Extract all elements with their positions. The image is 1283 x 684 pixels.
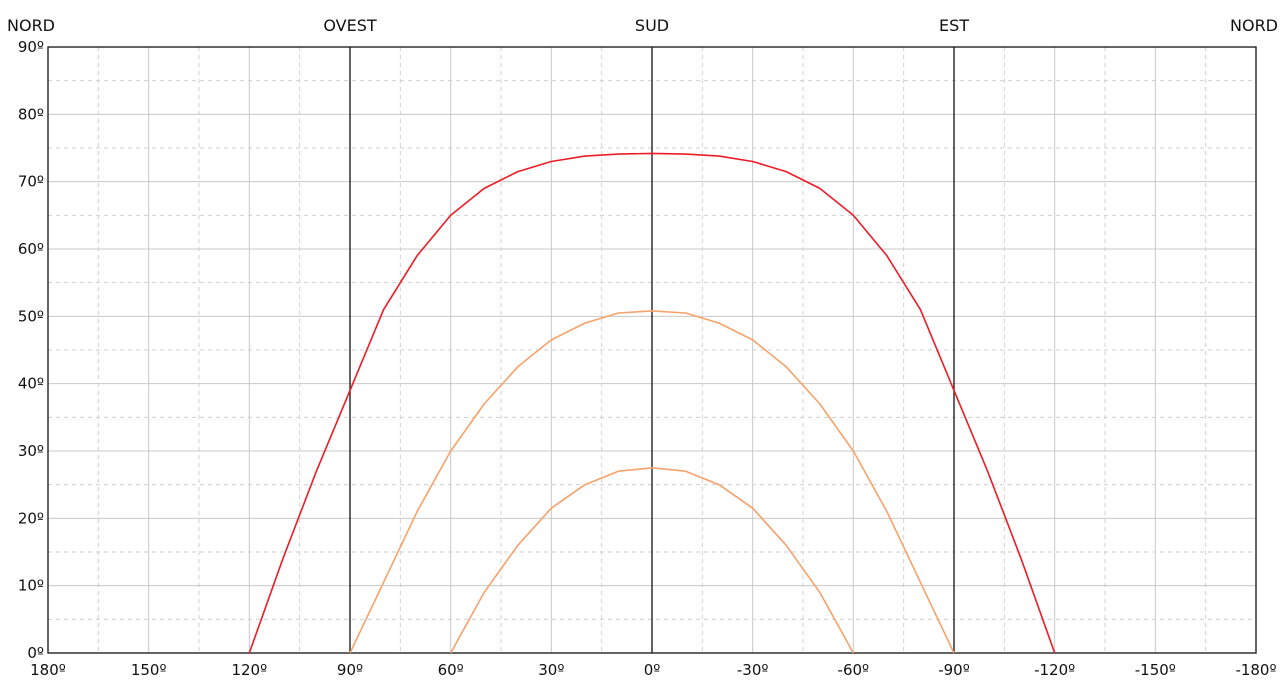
direction-label: OVEST (323, 16, 377, 35)
y-tick-label: 80º (18, 105, 44, 123)
series (248, 152, 1056, 654)
y-tick-label: 20º (18, 509, 44, 527)
y-tick-label: 90º (18, 38, 44, 56)
y-tick-label: 0º (27, 644, 44, 662)
x-tick-label: 30º (538, 661, 564, 679)
x-tick-label: 150º (131, 661, 167, 679)
direction-label: SUD (635, 16, 669, 35)
x-tick-label: -60º (838, 661, 870, 679)
direction-label: NORD (7, 16, 55, 35)
x-tick-label: 0º (644, 661, 661, 679)
y-tick-label: 40º (18, 375, 44, 393)
sun-path-curve (248, 152, 1056, 654)
sun-path-curve (449, 466, 855, 654)
y-tick-label: 50º (18, 307, 44, 325)
x-tick-label: 180º (30, 661, 66, 679)
x-tick-label: 60º (438, 661, 464, 679)
y-tick-label: 30º (18, 442, 44, 460)
x-tick-label: 90º (337, 661, 363, 679)
y-tick-label: 60º (18, 240, 44, 258)
y-tick-label: 70º (18, 173, 44, 191)
direction-label: EST (939, 16, 969, 35)
x-tick-label: 120º (231, 661, 267, 679)
x-tick-label: -150º (1135, 661, 1176, 679)
x-tick-label: -90º (938, 661, 970, 679)
x-tick-label: -120º (1034, 661, 1075, 679)
sun-path-curve (349, 310, 955, 654)
plot-frame (47, 46, 1257, 654)
labels: 180º 150º 120º 90º 60º 30º 0º -30º -60º -90º -120º… (7, 16, 1278, 679)
x-tick-label: -180º (1235, 661, 1276, 679)
axes (47, 46, 1257, 654)
direction-label: NORD (1230, 16, 1278, 35)
y-tick-label: 10º (18, 577, 44, 595)
x-tick-label: -30º (737, 661, 769, 679)
